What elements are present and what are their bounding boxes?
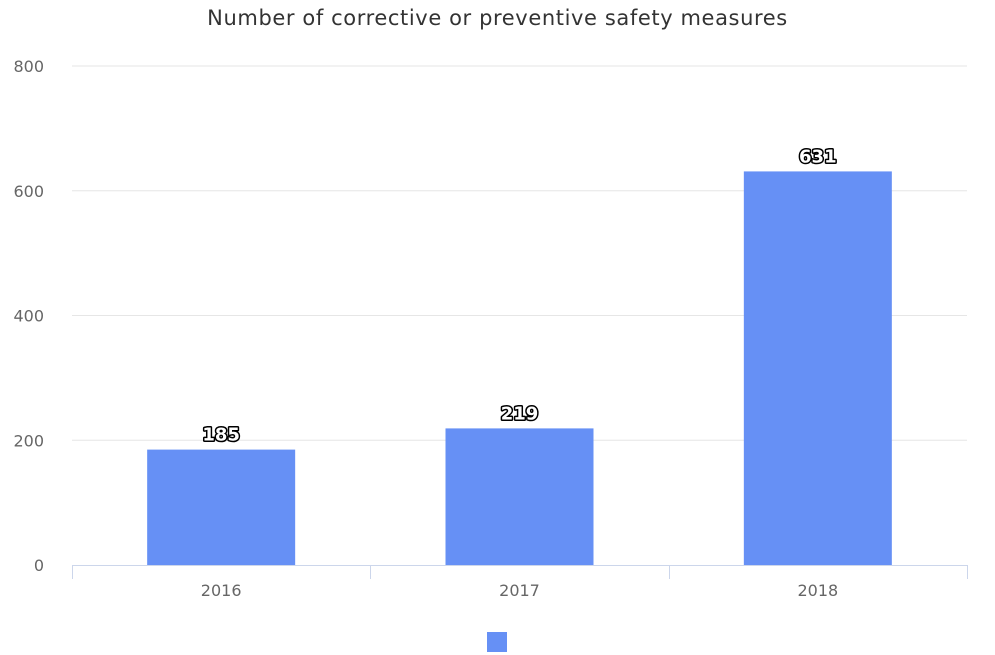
bars — [147, 171, 892, 565]
y-tick-label-0: 0 — [34, 556, 44, 575]
axes: 0 200 400 600 800 2016 2017 2018 — [13, 57, 968, 600]
data-label-2016: 185 — [202, 425, 240, 446]
bar-2016[interactable] — [147, 449, 296, 565]
y-tick-label-800: 800 — [13, 57, 44, 76]
bar-2018[interactable] — [743, 171, 892, 565]
y-tick-label-400: 400 — [13, 307, 44, 326]
x-tick-label-2016: 2016 — [201, 581, 242, 600]
legend[interactable] — [487, 632, 507, 652]
data-labels: 185 219 631 — [201, 145, 838, 447]
y-tick-label-200: 200 — [13, 431, 44, 450]
y-tick-label-600: 600 — [13, 182, 44, 201]
data-label-2018: 631 — [799, 146, 837, 167]
bar-2017[interactable] — [445, 428, 594, 565]
chart-title: Number of corrective or preventive safet… — [207, 6, 788, 30]
x-tick-label-2018: 2018 — [797, 581, 838, 600]
data-label-2017: 219 — [501, 403, 539, 424]
x-tick-label-2017: 2017 — [499, 581, 540, 600]
legend-swatch[interactable] — [487, 632, 507, 652]
